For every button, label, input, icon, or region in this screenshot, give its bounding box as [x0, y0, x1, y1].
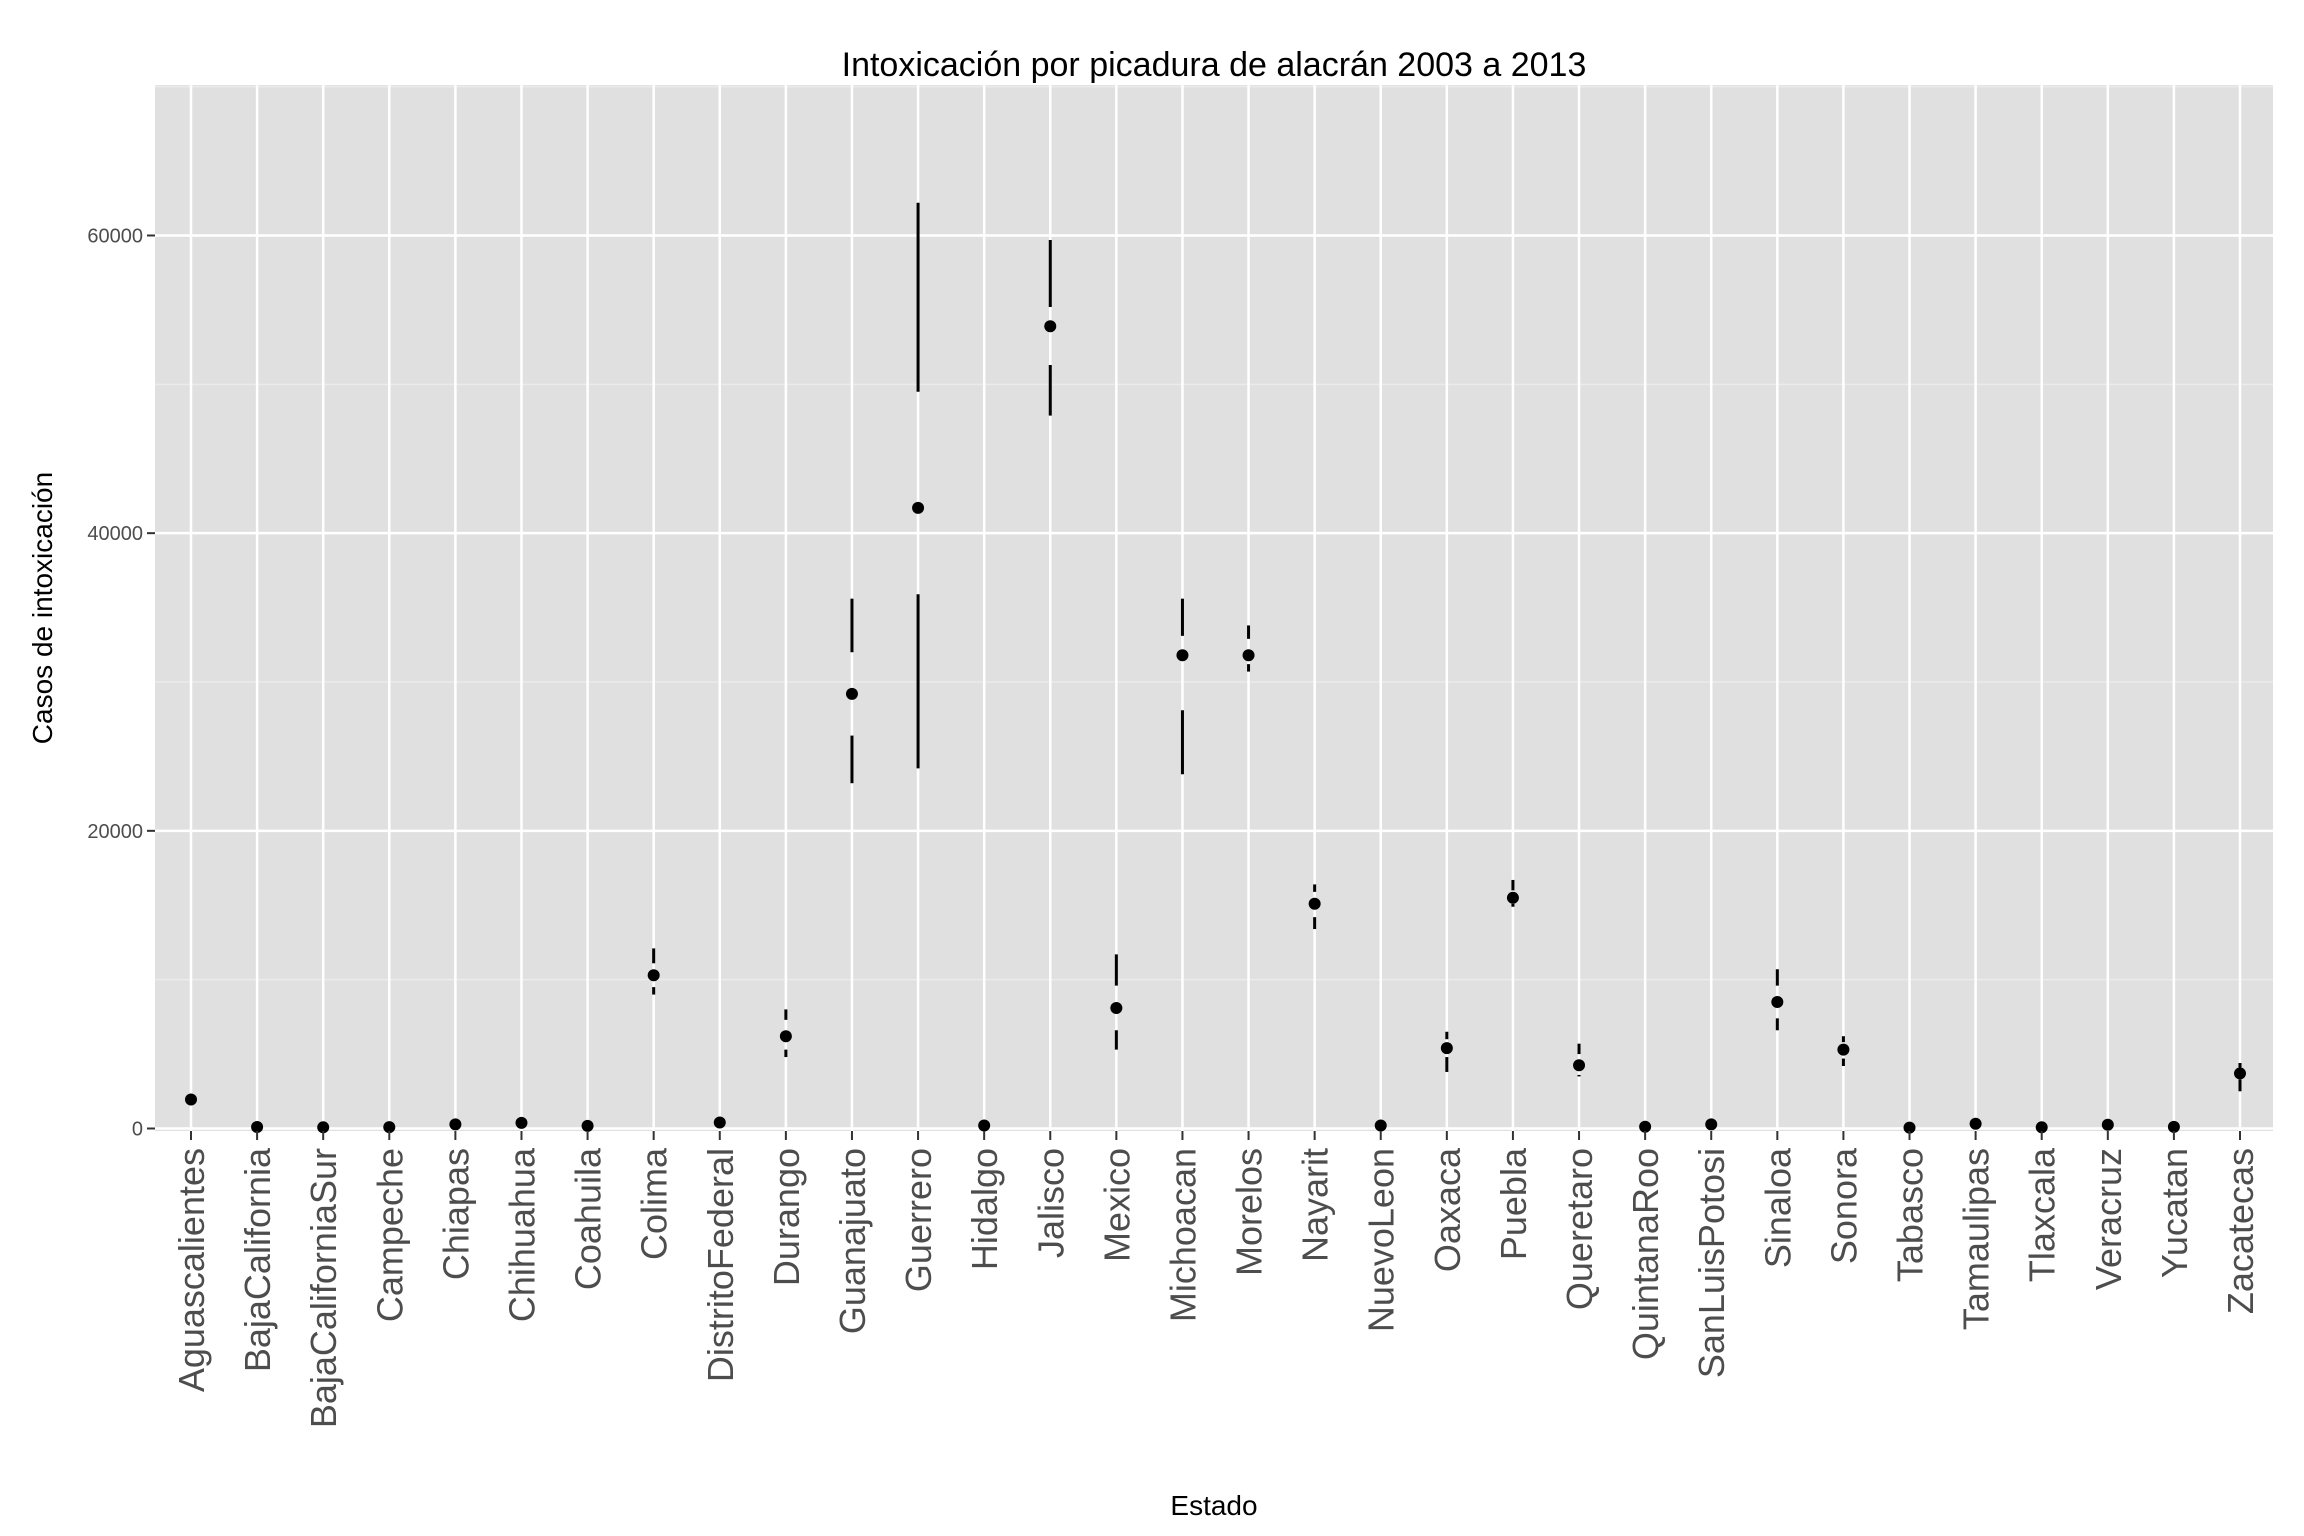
data-point-veracruz [2101, 1118, 2114, 1131]
x-tick-label-zacatecas: Zacatecas [2220, 1148, 2261, 1314]
x-tick-label-sinaloa: Sinaloa [1757, 1147, 1798, 1268]
data-point-zacatecas [2234, 1067, 2246, 1080]
data-point-tamaulipas [1969, 1117, 1982, 1130]
chart-title: Intoxicación por picadura de alacrán 200… [842, 46, 1587, 84]
y-axis-title: Casos de intoxicación [27, 472, 58, 744]
x-tick-label-bajacaliforniasur: BajaCaliforniaSur [303, 1148, 344, 1428]
x-axis-title: Estado [1170, 1490, 1257, 1521]
x-tick-label-colima: Colima [634, 1147, 675, 1260]
y-tick-label: 0 [132, 1119, 143, 1141]
x-tick-label-aguascalientes: Aguascalientes [171, 1148, 212, 1392]
y-tick-label: 20000 [87, 821, 143, 843]
data-point-chihuahua [515, 1116, 528, 1129]
data-point-colima [647, 969, 660, 982]
data-point-michoacan [1176, 649, 1189, 662]
x-tick-label-yucatan: Yucatan [2154, 1148, 2195, 1278]
data-point-mexico [1110, 1001, 1123, 1014]
x-tick-label-tlaxcala: Tlaxcala [2022, 1147, 2063, 1282]
plot-panel [155, 85, 2273, 1131]
data-point-quintanaroo [1639, 1120, 1652, 1133]
y-axis: 0 20000 40000 60000 [87, 226, 155, 1141]
data-point-sonora [1837, 1043, 1850, 1056]
data-point-nayarit [1308, 897, 1321, 910]
x-tick-label-nuevoleon: NuevoLeon [1361, 1148, 1402, 1332]
x-tick-label-coahuila: Coahuila [568, 1147, 609, 1290]
data-point-bajacaliforniasur [317, 1121, 330, 1134]
x-tick-label-puebla: Puebla [1493, 1147, 1534, 1260]
data-point-distritofederal [713, 1116, 726, 1129]
data-point-sanluispotosi [1705, 1118, 1718, 1131]
data-point-aguascalientes [185, 1093, 197, 1106]
data-point-yucatan [2167, 1120, 2180, 1133]
data-point-puebla [1506, 891, 1519, 904]
y-tick-label: 40000 [87, 523, 143, 545]
x-tick-label-sanluispotosi: SanLuisPotosi [1691, 1148, 1732, 1378]
x-tick-label-chiapas: Chiapas [435, 1148, 476, 1280]
data-point-hidalgo [978, 1119, 991, 1132]
x-tick-label-tabasco: Tabasco [1890, 1148, 1931, 1282]
data-point-guerrero [912, 501, 925, 514]
data-point-campeche [383, 1121, 396, 1134]
x-axis: Aguascalientes BajaCalifornia BajaCaliforn… [171, 1131, 2261, 1428]
x-tick-label-jalisco: Jalisco [1030, 1148, 1071, 1258]
x-tick-label-mexico: Mexico [1096, 1148, 1137, 1262]
error-bars [652, 202, 2242, 1092]
data-point-tabasco [1903, 1121, 1916, 1134]
data-point-sinaloa [1771, 995, 1784, 1008]
data-point-durango [779, 1030, 792, 1043]
x-tick-label-distritofederal: DistritoFederal [700, 1148, 741, 1382]
data-point-chiapas [449, 1118, 462, 1131]
x-tick-label-hidalgo: Hidalgo [964, 1148, 1005, 1270]
data-point-morelos [1242, 649, 1255, 662]
data-point-queretaro [1573, 1059, 1586, 1072]
x-tick-label-nayarit: Nayarit [1295, 1148, 1336, 1262]
y-tick-label: 60000 [87, 226, 143, 248]
data-point-tlaxcala [2035, 1121, 2048, 1134]
minor-gridlines [155, 85, 2273, 981]
x-tick-label-quintanaroo: QuintanaRoo [1625, 1148, 1666, 1360]
data-point-bajacalifornia [251, 1121, 264, 1134]
x-tick-label-michoacan: Michoacan [1162, 1148, 1203, 1322]
data-point-oaxaca [1440, 1042, 1453, 1055]
x-tick-label-veracruz: Veracruz [2088, 1148, 2129, 1290]
data-point-nuevoleon [1374, 1119, 1387, 1132]
x-tick-label-morelos: Morelos [1229, 1148, 1270, 1276]
data-point-coahuila [581, 1119, 594, 1132]
data-point-guanajuato [845, 687, 858, 700]
x-tick-label-guerrero: Guerrero [898, 1148, 939, 1292]
x-tick-label-tamaulipas: Tamaulipas [1956, 1148, 1997, 1330]
x-tick-label-chihuahua: Chihuahua [501, 1147, 542, 1322]
data-point-jalisco [1044, 320, 1057, 333]
data-points [185, 320, 2246, 1134]
x-tick-label-bajacalifornia: BajaCalifornia [237, 1147, 278, 1372]
x-tick-label-guanajuato: Guanajuato [832, 1148, 873, 1334]
x-tick-label-durango: Durango [766, 1148, 807, 1286]
x-tick-label-campeche: Campeche [369, 1148, 410, 1322]
x-tick-label-queretaro: Queretaro [1559, 1148, 1600, 1310]
x-tick-label-sonora: Sonora [1823, 1147, 1864, 1264]
x-tick-label-oaxaca: Oaxaca [1427, 1147, 1468, 1272]
